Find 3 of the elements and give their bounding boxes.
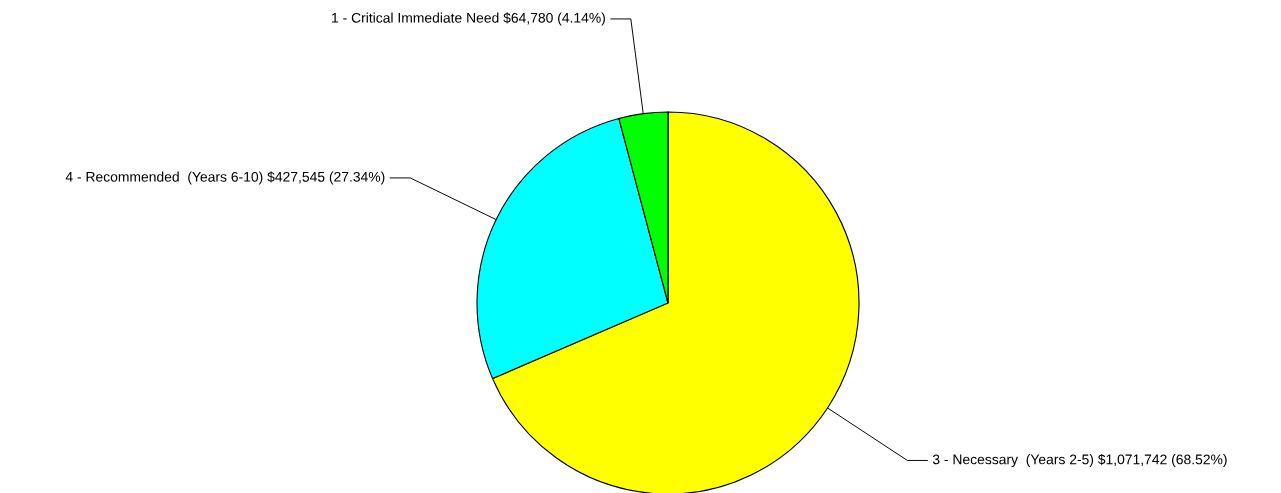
slice-label: 1 - Critical Immediate Need $64,780 (4.14%) (332, 12, 605, 26)
slice-label: 3 - Necessary (Years 2-5) $1,071,742 (68.52%) (932, 453, 1227, 468)
slice-label: 4 - Recommended (Years 6-10) $427,545 (27.34%) (65, 171, 385, 185)
